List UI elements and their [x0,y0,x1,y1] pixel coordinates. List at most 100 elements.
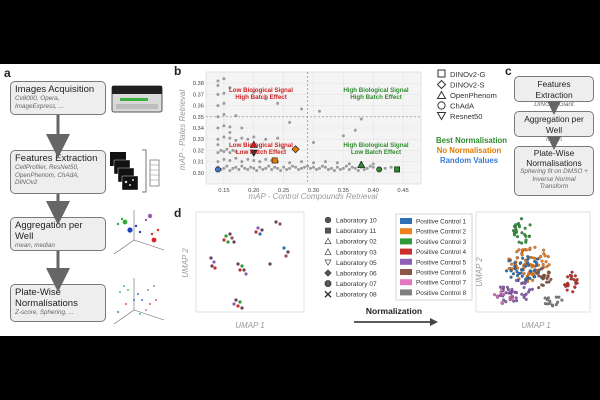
highlight-point [357,160,366,168]
umap-point [515,235,520,239]
umap-point [554,303,558,307]
umap-point [572,278,576,282]
data-point [270,167,274,171]
umap-point [524,248,528,252]
umap-point [496,295,500,299]
data-point [362,167,366,171]
quadrant-bottom-left-line2: Low Batch Effect [236,149,286,156]
umap-point [573,274,577,278]
left-umap-xlabel: UMAP 1 [235,321,265,330]
step-detail: mean, median [15,242,55,249]
lab-legend-label: Laboratory 11 [336,228,377,235]
triangle-down-marker-icon [324,259,332,267]
legend-no-normalisation: No Normalisation [436,146,502,155]
umap-point [515,266,520,270]
quadrant-top-right-line2: High Batch Effect [350,94,402,101]
data-point [216,160,220,164]
umap-point [524,297,528,301]
microscope-icon [111,85,163,113]
umap-point [537,274,541,278]
umap-point [517,240,521,244]
control-legend-label: Positive Control 6 [416,270,467,277]
umap-point [542,252,546,256]
umap-point [509,269,513,273]
data-point [389,165,393,169]
data-point [228,86,232,90]
data-point [383,166,387,170]
umap-point [564,284,568,288]
square-marker-icon [437,69,446,78]
data-point [288,166,292,170]
data-point [285,167,289,171]
umap-point [546,255,550,259]
data-point [216,151,220,155]
data-point [228,151,232,155]
lab-legend-label: Laboratory 07 [336,281,377,288]
lab-legend-label: Laboratory 05 [336,260,377,267]
umap-point [545,265,549,269]
data-point [261,167,265,171]
data-point [222,166,226,170]
umap-point [569,276,573,281]
umap-point [530,256,534,260]
data-point [216,143,220,147]
umap-point [520,274,524,278]
data-point [317,109,321,113]
data-point [329,166,333,170]
umap-point [530,278,535,282]
umap-point [520,231,524,235]
circle-marker-icon [324,216,332,224]
x-tick-label: 0.15 [218,188,229,194]
umap-point [520,292,524,296]
umap-point [513,264,517,268]
quadrant-top-right-line1: High Biological Signal [343,87,409,94]
umap-point [526,273,531,277]
umap-point [520,241,524,245]
color-legend: Best Normalisation No Normalisation Rand… [436,136,507,166]
right-umap-ylabel: UMAP 2 [475,257,484,287]
umap-point [519,268,524,272]
umap-point [543,296,547,300]
umap-point [524,238,528,242]
y-tick-label: 0.34 [193,126,205,132]
y-tick-label: 0.38 [193,81,204,87]
data-point [237,167,241,171]
umap-point [500,292,504,296]
umap-point [568,273,572,277]
quadrant-top-left-line2: High Batch Effect [235,94,287,101]
x-axis-label: mAP - Control Compounds Retrieval [248,192,377,201]
data-point [264,157,268,161]
umap-point [522,285,526,290]
aggregation-scatter-icon [113,210,165,255]
umap-point [575,281,579,285]
data-point [231,148,235,152]
umap-point [511,229,516,233]
umap-point [547,263,551,267]
data-point [314,167,318,171]
umap-point [513,226,518,230]
quadrant-bottom-right-line2: Low Batch Effect [351,149,401,156]
data-point [234,114,238,118]
data-point [335,165,339,169]
data-point [288,120,292,124]
umap-point [502,298,506,302]
y-tick-label: 0.31 [193,160,204,166]
legend-label: ChAdA [450,102,475,111]
umap-point [537,268,541,272]
data-point [320,164,324,168]
control-legend-label: Positive Control 8 [416,290,467,297]
data-point [216,137,220,141]
umap-point [540,283,544,287]
data-point [276,166,280,170]
quadrant-bottom-right-line1: High Biological Signal [343,142,409,149]
umap-point [575,278,579,282]
data-point [243,166,247,170]
legend-label: DINOv2-S [450,81,485,90]
umap-point [529,269,533,273]
data-point [216,92,220,96]
data-point [368,164,372,168]
legend-entry-openphenom: OpenPhenom [436,90,497,100]
umap-point [504,291,508,295]
data-point [279,169,283,173]
data-point [255,169,259,173]
